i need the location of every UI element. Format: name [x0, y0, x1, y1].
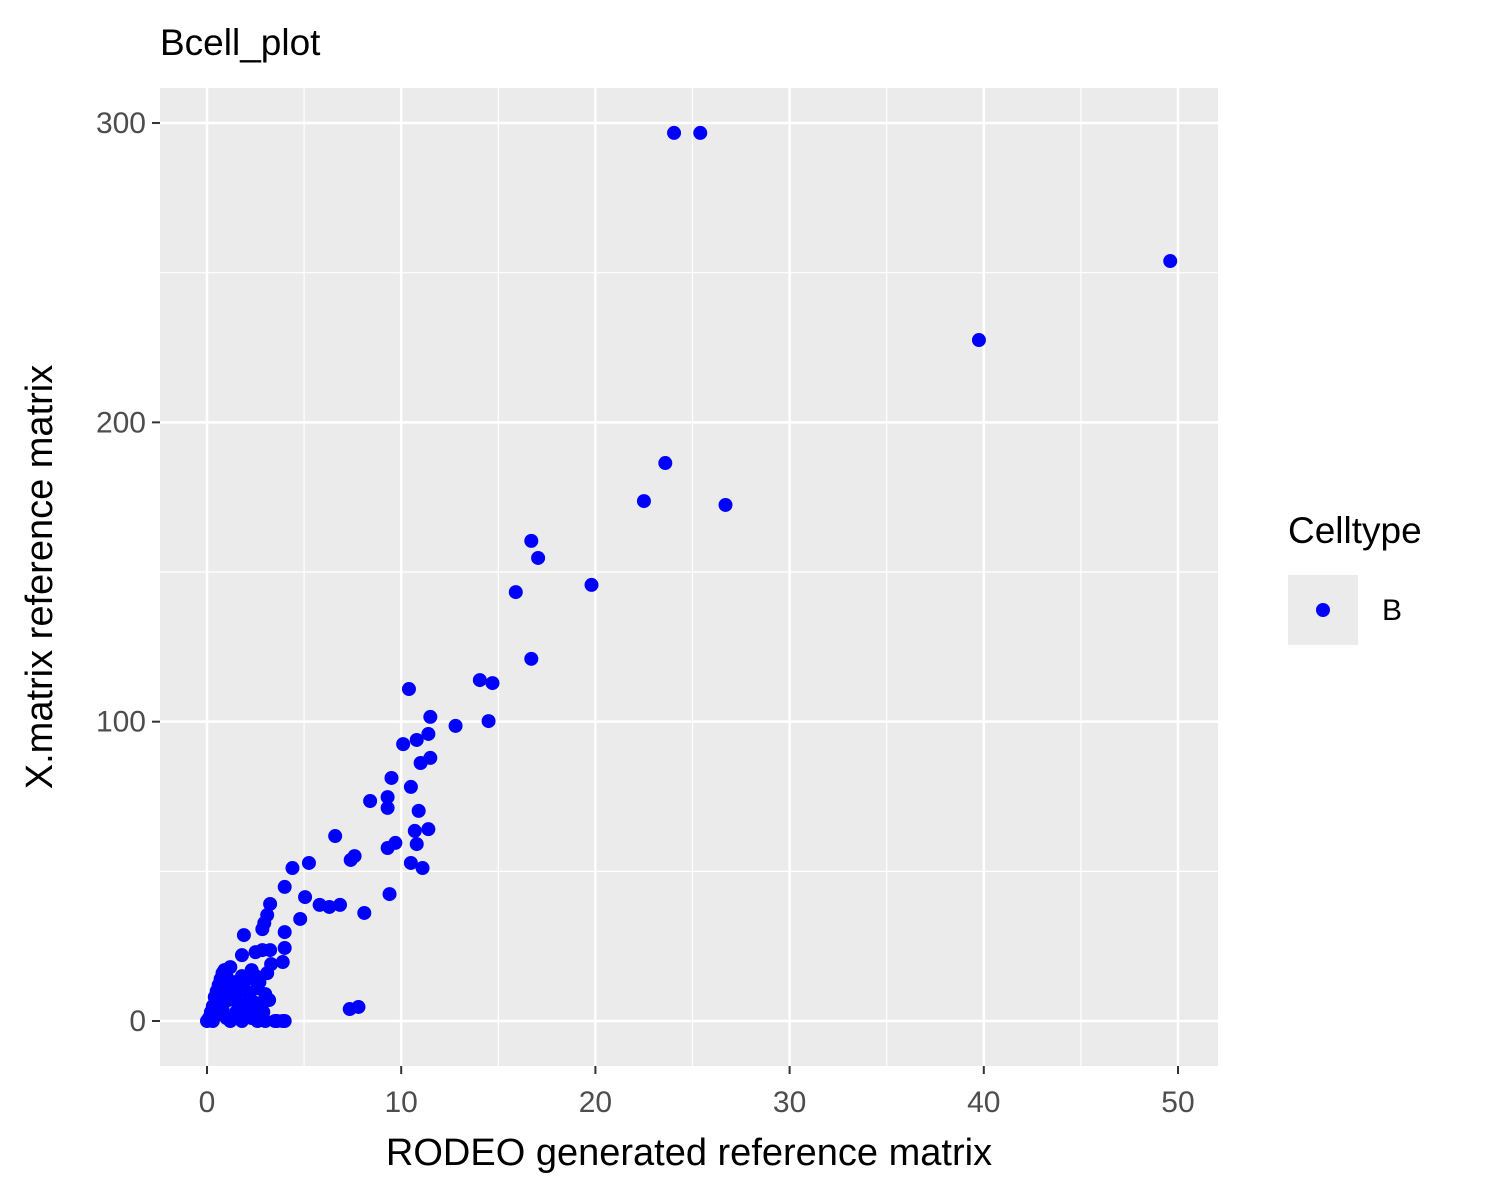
point — [227, 975, 242, 990]
y-tick-label: 200 — [96, 406, 146, 439]
point — [301, 855, 316, 870]
point — [248, 969, 263, 984]
x-tick-label: 0 — [199, 1086, 216, 1119]
x-tick-label: 30 — [773, 1086, 806, 1119]
point — [255, 922, 270, 937]
point — [275, 955, 290, 970]
point — [636, 494, 651, 509]
point — [328, 829, 343, 844]
point — [264, 957, 279, 972]
point — [485, 676, 500, 691]
point — [411, 803, 426, 818]
point — [242, 999, 257, 1014]
point — [481, 714, 496, 729]
x-tick-label: 40 — [967, 1086, 1000, 1119]
point — [524, 533, 539, 548]
point — [448, 718, 463, 733]
point — [423, 709, 438, 724]
y-tick-label: 100 — [96, 706, 146, 739]
point — [718, 497, 733, 512]
point — [421, 726, 436, 741]
point — [248, 945, 263, 960]
point — [233, 1008, 248, 1023]
point — [971, 333, 986, 348]
point — [234, 948, 249, 963]
legend-title: Celltype — [1288, 510, 1422, 551]
point — [275, 1014, 290, 1029]
point — [658, 456, 673, 471]
y-tick-label: 300 — [96, 107, 146, 140]
point — [409, 732, 424, 747]
legend-marker — [1316, 603, 1330, 617]
point — [384, 770, 399, 785]
point — [380, 840, 395, 855]
point — [223, 960, 238, 975]
point — [1163, 254, 1178, 269]
x-tick-label: 20 — [579, 1086, 612, 1119]
legend-label: B — [1382, 594, 1402, 627]
point — [407, 823, 422, 838]
point — [380, 800, 395, 815]
point — [403, 855, 418, 870]
y-tick-label: 0 — [129, 1005, 146, 1038]
panel — [160, 88, 1218, 1066]
point — [351, 999, 366, 1014]
point — [221, 993, 236, 1008]
point — [236, 928, 251, 943]
point — [401, 682, 416, 697]
point — [409, 837, 424, 852]
point — [357, 905, 372, 920]
point — [403, 779, 418, 794]
x-tick-label: 10 — [385, 1086, 418, 1119]
chart-title: Bcell_plot — [160, 22, 321, 63]
point — [508, 585, 523, 600]
point — [277, 879, 292, 894]
point — [472, 673, 487, 688]
point — [421, 822, 436, 837]
point — [262, 993, 277, 1008]
point — [363, 794, 378, 809]
point — [524, 651, 539, 666]
point — [322, 899, 337, 914]
point — [693, 125, 708, 140]
point — [263, 896, 278, 911]
point — [285, 861, 300, 876]
point — [531, 550, 546, 565]
point — [413, 755, 428, 770]
point — [277, 940, 292, 955]
x-axis-title: RODEO generated reference matrix — [386, 1132, 992, 1174]
point — [258, 1014, 273, 1029]
point — [382, 887, 397, 902]
point — [396, 737, 411, 752]
point — [277, 925, 292, 940]
point — [415, 861, 430, 876]
point — [380, 790, 395, 805]
point — [298, 890, 313, 905]
point — [343, 852, 358, 867]
point — [293, 911, 308, 926]
point — [333, 897, 348, 912]
point — [667, 125, 682, 140]
x-tick-label: 50 — [1161, 1086, 1194, 1119]
point — [584, 577, 599, 592]
point — [263, 943, 278, 958]
y-axis-title: X.matrix reference matrix — [19, 365, 61, 789]
